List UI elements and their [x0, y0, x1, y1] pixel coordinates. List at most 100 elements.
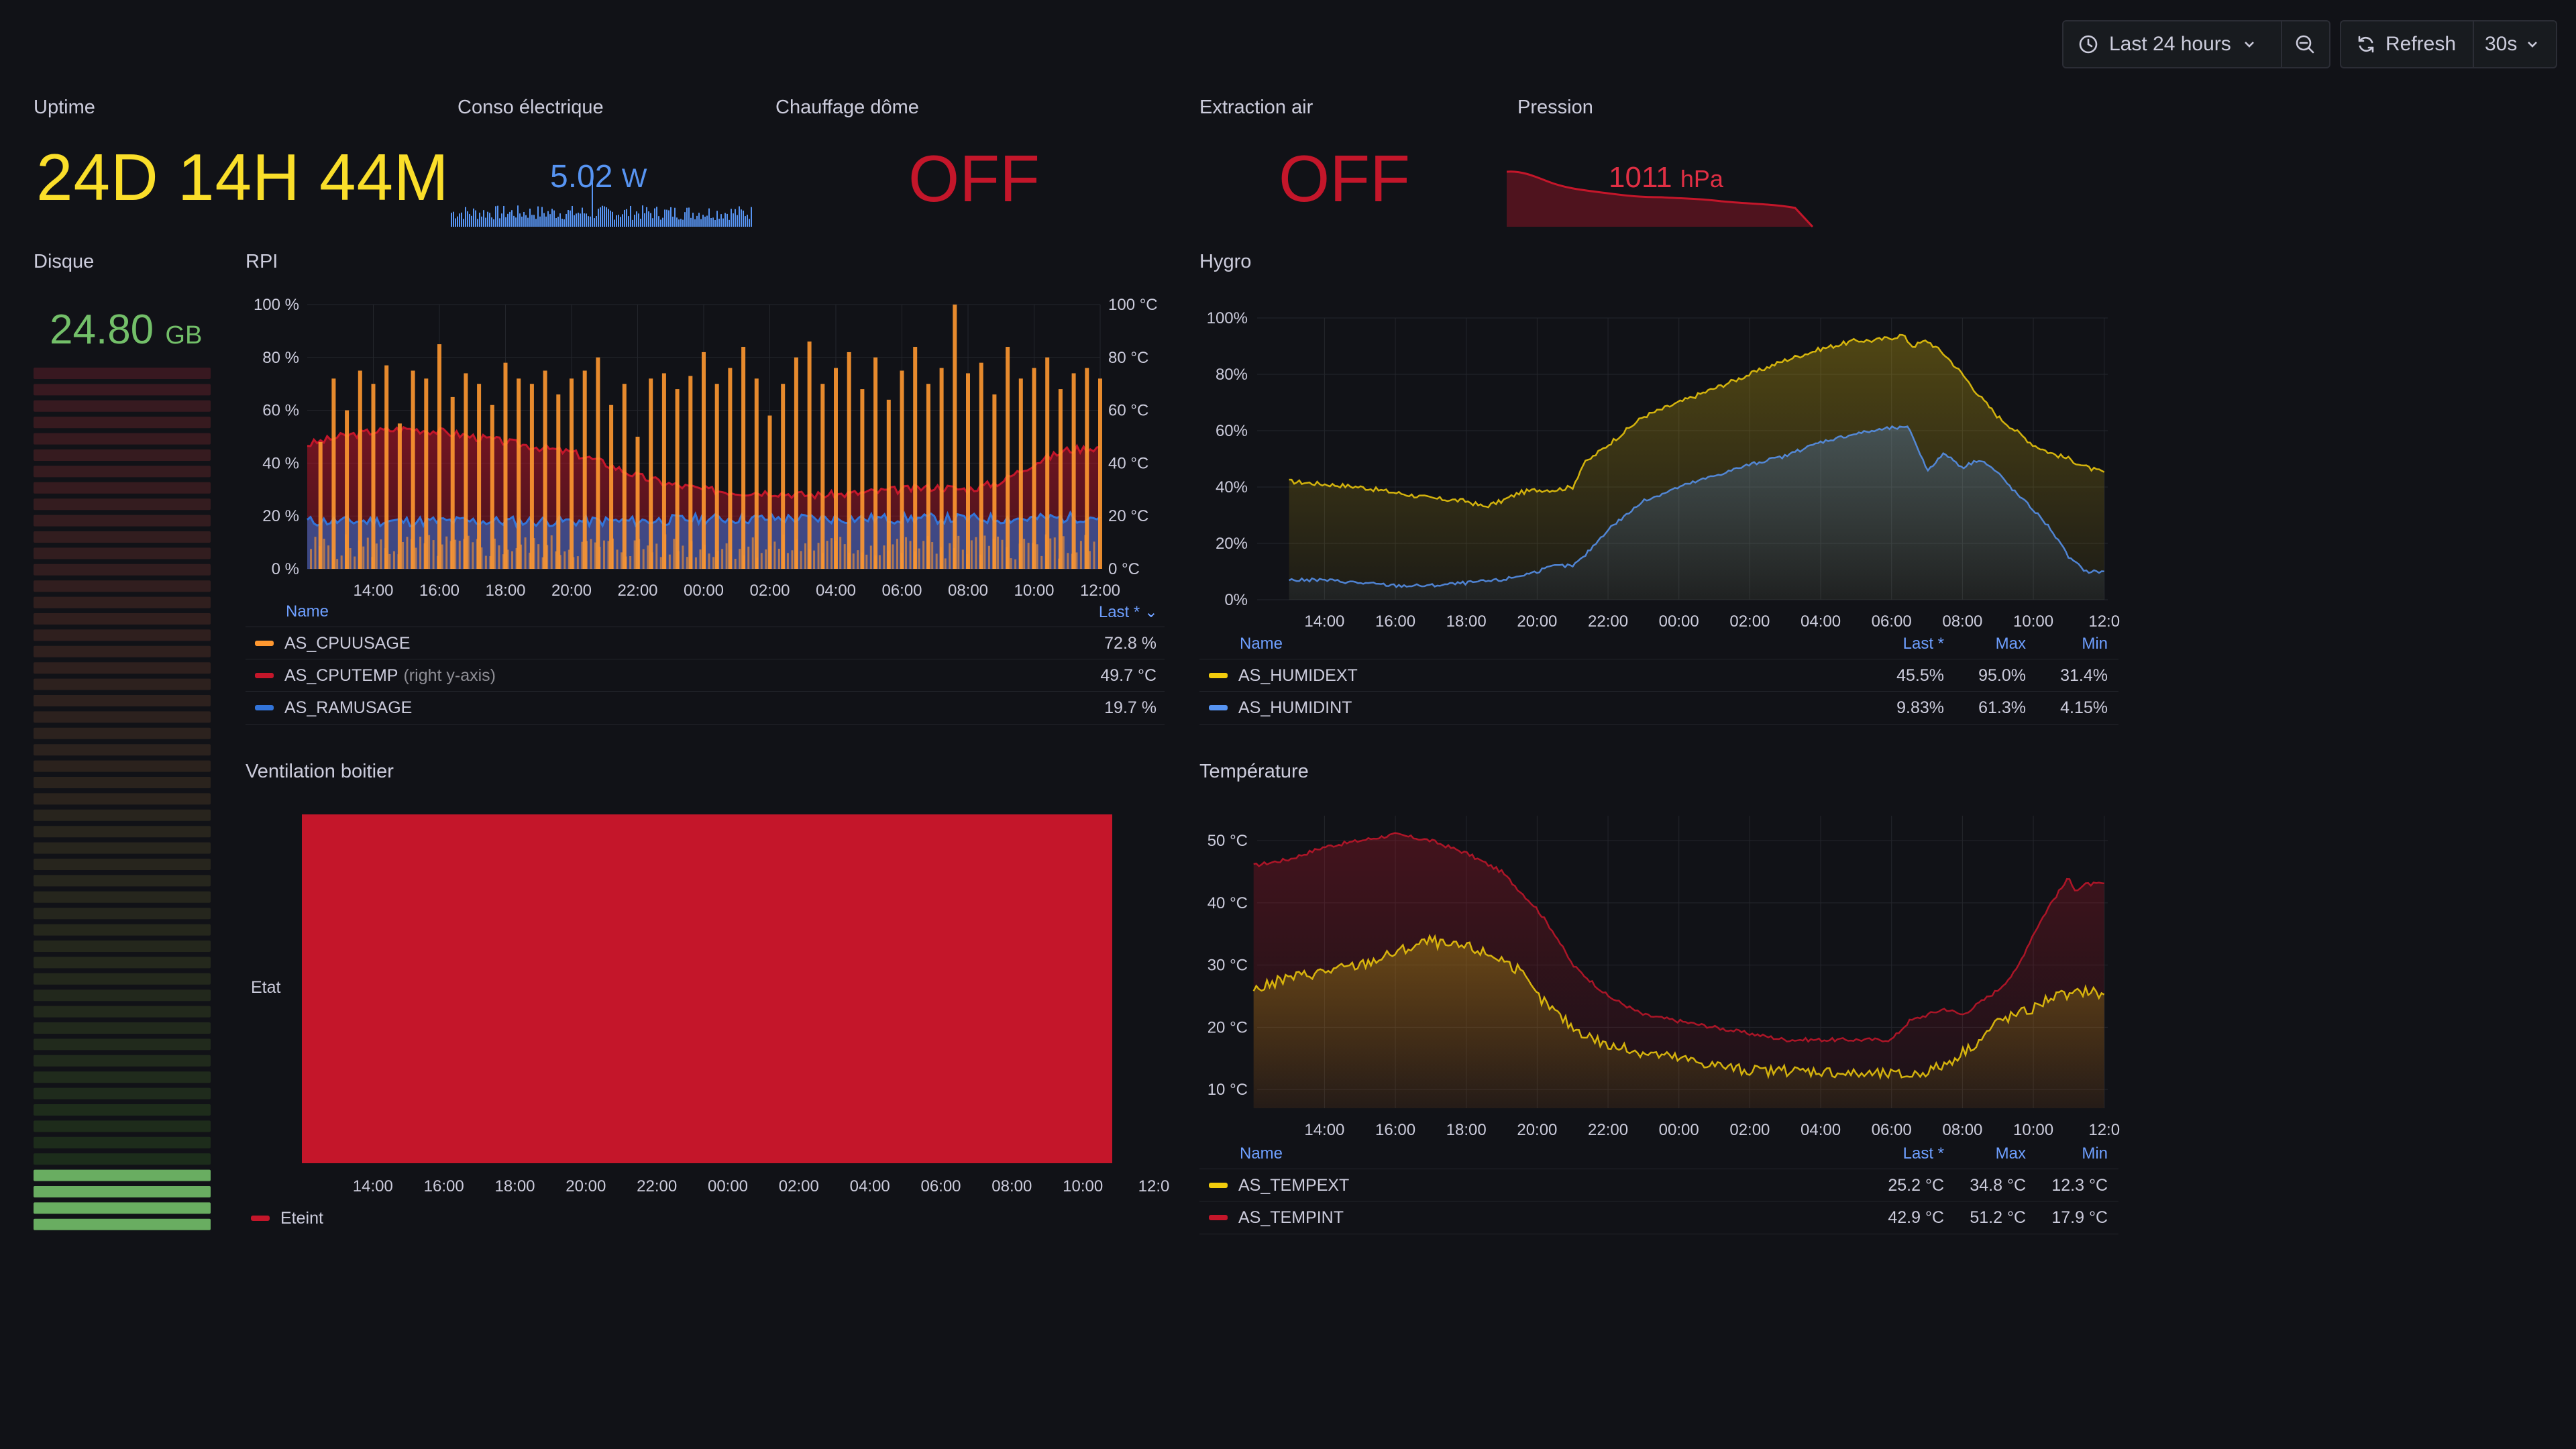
sparkline-bar [543, 213, 545, 227]
gauge-segment [34, 1202, 211, 1214]
x-tick-label: 00:00 [1659, 612, 1699, 631]
cpuusage-bar [607, 541, 610, 569]
cpuusage-bar [1071, 553, 1073, 569]
refresh-picker[interactable]: Refresh 30s [2340, 20, 2557, 68]
sparkline-bar [718, 219, 720, 227]
gauge-segment [34, 1120, 211, 1132]
sparkline-bar [664, 209, 665, 227]
pression-value: 1011 hPa [1609, 161, 1723, 195]
extraction-title: Extraction air [1199, 97, 1313, 118]
x-tick-label: 20:00 [551, 582, 592, 600]
sparkline-bar [592, 180, 593, 227]
legend-row-humidint[interactable]: AS_HUMIDINT 9.83% 61.3% 4.15% [1199, 691, 2118, 724]
cpuusage-bar [511, 551, 514, 569]
cpuusage-bar [354, 556, 356, 569]
cpuusage-bar [310, 549, 312, 569]
x-tick-label: 10:00 [1063, 1177, 1103, 1194]
pression-title: Pression [1517, 97, 1593, 118]
series-name[interactable]: Eteint [280, 1208, 323, 1228]
gauge-segment [34, 1022, 211, 1034]
x-tick-label: 04:00 [816, 582, 856, 600]
sparkline-bar [751, 207, 752, 227]
cpuusage-bar [533, 538, 535, 569]
x-tick-label: 16:00 [1375, 1121, 1415, 1139]
sparkline-bar [712, 217, 714, 227]
refresh-interval-select[interactable]: 30s [2474, 21, 2551, 67]
disque-unit: GB [165, 321, 203, 350]
series-swatch [1209, 705, 1228, 710]
legend-header-last: Last * [1902, 1144, 1944, 1163]
gauge-segment [34, 859, 211, 870]
legend-row-cpuusage[interactable]: AS_CPUUSAGE 72.8 % [246, 627, 1165, 659]
y-right-tick-label: 80 °C [1108, 349, 1148, 367]
sparkline-bar [574, 215, 575, 227]
cpuusage-bar [314, 537, 317, 569]
legend-row-humidext[interactable]: AS_HUMIDEXT 45.5% 95.0% 31.4% [1199, 659, 2118, 692]
y-tick-label: 80% [1216, 366, 1248, 384]
cpuusage-bar [1058, 389, 1063, 569]
sparkline-bar [656, 207, 657, 227]
sparkline-bar [493, 219, 494, 227]
refresh-button[interactable]: Refresh [2341, 21, 2473, 67]
time-range-button[interactable]: Last 24 hours [2063, 21, 2281, 67]
series-max: 34.8 °C [1970, 1175, 2026, 1195]
time-range-picker[interactable]: Last 24 hours [2062, 20, 2330, 68]
sparkline-bar [505, 217, 506, 227]
sparkline-bar [598, 209, 599, 227]
x-tick-label: 18:00 [485, 582, 525, 600]
cpuusage-bar [380, 539, 382, 569]
sparkline-bar [690, 217, 692, 227]
cpuusage-bar [411, 370, 415, 569]
series-min: 4.15% [2060, 698, 2108, 717]
cpuusage-bar [625, 556, 627, 569]
x-tick-label: 06:00 [1872, 612, 1912, 631]
sparkline-bar [531, 215, 533, 227]
gauge-segment [34, 891, 211, 903]
sparkline-bar [551, 209, 553, 227]
cpuusage-bar [918, 548, 920, 569]
sparkline-bar [584, 213, 585, 227]
conso-value: 5.02 W [550, 158, 647, 195]
gauge-segment [34, 826, 211, 838]
cpuusage-bar [756, 557, 759, 569]
cpuusage-bar [900, 370, 904, 569]
legend-row-tempext[interactable]: AS_TEMPEXT 25.2 °C 34.8 °C 12.3 °C [1199, 1169, 2118, 1201]
gauge-segment [34, 1136, 211, 1148]
gauge-segment [34, 384, 211, 396]
legend-header-last-label: Last * [1098, 603, 1140, 621]
y-tick-label: 20 % [262, 507, 299, 525]
cpuusage-bar [913, 347, 918, 569]
sparkline-bar [469, 213, 470, 227]
cpuusage-bar [612, 538, 614, 569]
sparkline-bar [465, 207, 466, 227]
ventilation-title: Ventilation boitier [246, 761, 394, 782]
sparkline-bar [557, 217, 559, 227]
sparkline-bar [720, 214, 722, 227]
cpuusage-bar [609, 405, 614, 569]
cpuusage-bar [975, 537, 977, 569]
zoom-out-button[interactable] [2282, 21, 2328, 67]
refresh-interval-label: 30s [2485, 33, 2518, 55]
cpuusage-bar [1006, 347, 1010, 569]
cpuusage-bar [839, 537, 842, 569]
x-tick-label: 14:00 [353, 1177, 393, 1194]
y-tick-label: 20 °C [1208, 1018, 1248, 1036]
cpuusage-bar [659, 557, 662, 569]
rpi-chart: 0 % 0 °C 20 % 20 °C 40 % 40 °C 60 % 60 °C 80 % 80… [254, 296, 1158, 600]
x-tick-label: 02:00 [749, 582, 790, 600]
rpi-title: RPI [246, 251, 278, 272]
ventilation-row-label: Etat [251, 978, 281, 997]
sparkline-bar [513, 215, 515, 227]
cpuusage-bar [424, 378, 429, 569]
series-swatch [1209, 1215, 1228, 1220]
cpuusage-bar [843, 544, 846, 569]
cpuusage-bar [852, 553, 855, 569]
cpuusage-bar [1075, 552, 1078, 569]
cpuusage-bar [515, 548, 518, 569]
cpuusage-bar [699, 549, 702, 569]
legend-row-cputemp[interactable]: AS_CPUTEMP (right y-axis) 49.7 °C [246, 659, 1165, 692]
y-tick-label: 40 °C [1208, 894, 1248, 912]
legend-header-last: Last * [1902, 635, 1944, 653]
legend-row-ramusage[interactable]: AS_RAMUSAGE 19.7 % [246, 691, 1165, 724]
legend-row-tempint[interactable]: AS_TEMPINT 42.9 °C 51.2 °C 17.9 °C [1199, 1201, 2118, 1234]
